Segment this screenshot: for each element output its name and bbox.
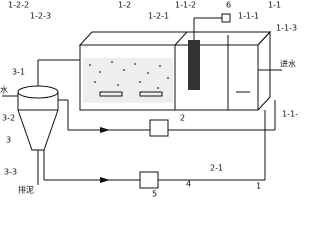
label: 2 <box>180 114 185 123</box>
label: 1 <box>256 182 261 191</box>
pipes <box>43 99 276 189</box>
label: 3-1 <box>12 68 25 77</box>
separator <box>2 59 80 185</box>
label: 3-3 <box>4 168 17 177</box>
label: 1-1-1 <box>238 12 259 21</box>
label: 3-2 <box>2 114 15 123</box>
label: 1-1-2 <box>175 1 196 10</box>
label: 1-2-3 <box>30 12 51 21</box>
label: 1-1 <box>268 1 281 10</box>
label: 3 <box>6 136 11 145</box>
label: 2-1 <box>210 164 223 173</box>
label: 6 <box>226 1 231 10</box>
label: 进水 <box>280 59 296 69</box>
label: 水 <box>0 85 8 95</box>
label: 5 <box>152 190 157 199</box>
labels: 1-2-2 1-2-3 1-2 1-2-1 1-1-2 6 1-1-1 1-1 … <box>0 1 298 199</box>
label: 1-1- <box>282 110 298 119</box>
label: 1-1-3 <box>276 24 297 33</box>
label: 1-2 <box>118 1 131 10</box>
label: 1-2-2 <box>8 1 29 10</box>
tank <box>78 13 282 111</box>
diagram: 1-2-2 1-2-3 1-2 1-2-1 1-1-2 6 1-1-1 1-1 … <box>0 1 298 199</box>
label: 排泥 <box>18 185 34 195</box>
label: 1-2-1 <box>148 12 169 21</box>
label: 4 <box>186 180 191 189</box>
